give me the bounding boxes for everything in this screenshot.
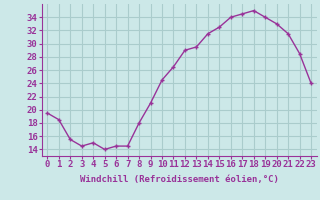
X-axis label: Windchill (Refroidissement éolien,°C): Windchill (Refroidissement éolien,°C): [80, 175, 279, 184]
